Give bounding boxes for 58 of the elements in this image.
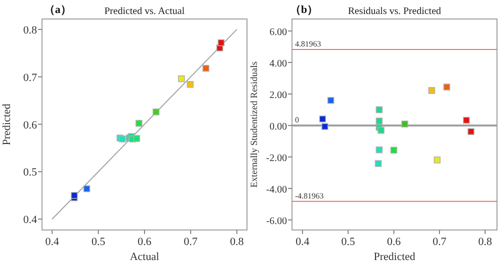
point (443, 84, 450, 90)
x-tick-label: 0.6 (138, 236, 152, 248)
x-tick-label: 0.5 (341, 236, 356, 248)
y-tick-label: -6.00 (266, 216, 287, 227)
y-tick-label: 0.4 (23, 214, 38, 226)
point (186, 81, 194, 88)
y-tick-label: 6.00 (270, 26, 287, 38)
chart-title: Residuals vs. Predicted (348, 6, 442, 17)
point (401, 120, 408, 128)
point (468, 128, 474, 135)
y-tick-label: 0.7 (23, 72, 38, 84)
y-axis-title: Externally Studentized Residuals (250, 61, 260, 188)
point (133, 135, 140, 142)
y-tick-label: 0.6 (23, 119, 38, 132)
ref-line-label: -4.81963 (295, 191, 324, 200)
x-axis-title: Actual (130, 251, 160, 263)
y-tick-label: -4.00 (266, 184, 287, 196)
x-tick-label: 0.6 (386, 236, 402, 248)
y-axis-title: Predicted (1, 103, 13, 146)
point (218, 39, 225, 46)
y-tick-label: 0.00 (270, 121, 287, 132)
point (463, 116, 470, 124)
x-tick-label: 0.8 (230, 236, 244, 248)
point (327, 97, 334, 104)
x-axis-title: Predicted (374, 251, 416, 263)
point (319, 116, 326, 122)
point (390, 146, 398, 154)
text: （a） (44, 4, 72, 16)
x-tick-label: 0.7 (184, 236, 198, 248)
point (376, 106, 383, 114)
point (152, 108, 160, 116)
point (118, 136, 126, 142)
y-tick-label: 0.8 (23, 24, 38, 36)
point (321, 123, 328, 130)
point (374, 160, 382, 167)
y-tick-label: -2.00 (266, 152, 287, 164)
y-tick-label: 4.00 (270, 58, 287, 70)
x-tick-label: 0.7 (432, 236, 447, 248)
point (70, 192, 78, 199)
point (83, 185, 90, 192)
ref-line-label: 4.81963 (295, 40, 321, 49)
ref-line-label: 0 (295, 115, 299, 124)
x-tick-label: 0.8 (478, 236, 493, 248)
point (136, 120, 142, 127)
y-tick-label: 2.00 (270, 90, 287, 101)
point (202, 64, 210, 72)
point (376, 146, 383, 154)
chart-title: Predicted vs. Actual (104, 6, 185, 17)
point (434, 156, 441, 164)
point (376, 118, 383, 124)
point (378, 126, 384, 134)
point (178, 75, 185, 82)
x-tick-label: 0.4 (45, 236, 60, 248)
x-tick-label: 0.4 (296, 236, 310, 248)
text: （b） (290, 4, 318, 16)
point (428, 87, 436, 94)
y-tick-label: 0.5 (23, 166, 38, 179)
x-tick-label: 0.5 (91, 236, 106, 248)
